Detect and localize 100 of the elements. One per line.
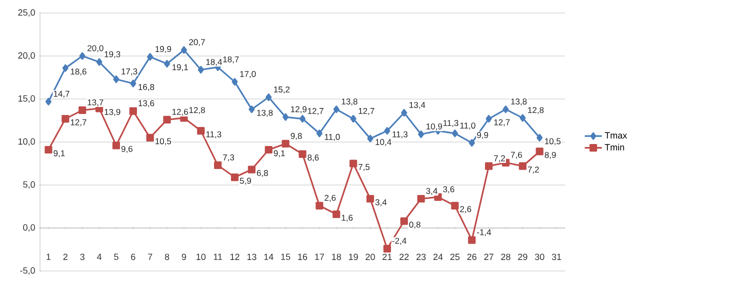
data-label: 13,8	[342, 98, 358, 106]
y-tick-label: -5,0	[20, 267, 35, 275]
data-label: 11,3	[206, 131, 222, 138]
point	[264, 146, 272, 154]
x-tick-label: 20	[366, 254, 375, 260]
point	[468, 139, 475, 147]
data-label: 7,5	[358, 164, 370, 171]
data-label: 17,3	[122, 68, 138, 76]
point	[468, 236, 476, 244]
data-label: 10,5	[545, 138, 561, 146]
point	[198, 66, 204, 74]
data-label: 12,6	[172, 108, 188, 116]
point	[45, 98, 52, 106]
data-label: 19,3	[104, 51, 120, 58]
data-label: 12,9	[291, 106, 307, 114]
point	[536, 148, 544, 156]
point	[401, 108, 408, 117]
data-label: 10,4	[376, 139, 392, 146]
x-tick-label: 12	[230, 254, 240, 260]
data-label: 0,8	[409, 222, 420, 229]
point	[350, 160, 358, 168]
x-tick-label: 22	[400, 254, 409, 260]
point	[502, 106, 509, 114]
data-label: 9,6	[121, 146, 132, 153]
point	[486, 114, 492, 123]
data-label: 1,6	[342, 214, 353, 222]
data-label: 9,1	[274, 150, 285, 158]
data-label: 15,2	[274, 86, 290, 94]
data-label: 2,6	[324, 194, 336, 202]
point	[130, 80, 136, 88]
y-tick-label: 0,0	[23, 224, 35, 232]
data-label: 13,9	[104, 108, 120, 116]
data-label: -2,4	[392, 238, 406, 245]
data-label: 19,1	[172, 64, 188, 72]
data-label: 13,7	[88, 99, 104, 106]
legend-label: Tmax	[604, 132, 628, 139]
data-label: 2,6	[460, 206, 472, 214]
point	[536, 134, 543, 142]
x-tick-label: 27	[484, 254, 494, 260]
point	[332, 210, 340, 218]
point	[518, 162, 526, 170]
data-label: 13,8	[511, 98, 527, 106]
data-label: 18,6	[70, 68, 86, 76]
point	[79, 52, 86, 60]
x-tick-label: 3	[80, 254, 84, 260]
x-tick-label: 4	[96, 254, 102, 260]
data-label: 20,0	[88, 45, 104, 52]
data-label: 7,2	[494, 155, 505, 162]
point	[520, 114, 526, 122]
data-label: 18,7	[223, 56, 239, 64]
y-tick-label: 20,0	[18, 52, 35, 60]
data-label: 8,6	[308, 154, 319, 162]
data-label: 11,3	[443, 120, 458, 128]
point	[214, 161, 222, 170]
x-tick-label: 21	[382, 254, 392, 260]
data-label: 12,8	[528, 107, 544, 114]
x-tick-label: 15	[281, 254, 290, 260]
data-label: -1,4	[477, 229, 492, 236]
x-tick-label: 6	[131, 254, 136, 260]
x-tick-label: 24	[433, 254, 443, 260]
x-tick-label: 31	[552, 254, 562, 260]
point	[78, 106, 86, 114]
point	[112, 142, 120, 150]
legend-label: Tmin	[604, 144, 624, 150]
point	[417, 194, 425, 203]
x-tick-label: 10	[196, 254, 206, 260]
y-tick-label: 5,0	[23, 181, 35, 189]
data-label: 11,0	[460, 122, 476, 130]
data-label: 12,7	[358, 108, 374, 115]
y-tick-label: 15,0	[18, 95, 35, 103]
point	[366, 194, 374, 203]
point	[418, 130, 424, 138]
data-label: 9,1	[54, 150, 65, 158]
data-label: 12,7	[494, 119, 510, 126]
x-tick-label: 16	[298, 254, 308, 260]
x-tick-label: 23	[416, 254, 426, 260]
point	[44, 146, 52, 154]
point	[384, 127, 390, 135]
x-tick-label: 9	[182, 254, 186, 260]
x-tick-label: 25	[450, 254, 460, 260]
data-label: 7,3	[223, 154, 234, 162]
data-label: 10,9	[426, 123, 442, 130]
data-label: 8,9	[544, 152, 556, 159]
point	[197, 127, 205, 135]
x-tick-label: 29	[518, 254, 528, 260]
point	[282, 113, 289, 121]
data-label: 12,7	[308, 108, 324, 115]
x-tick-label: 30	[534, 254, 544, 260]
data-label: 17,0	[240, 70, 256, 78]
point	[316, 130, 322, 138]
x-tick-label: 19	[348, 254, 358, 260]
data-label: 13,6	[138, 100, 154, 108]
data-label: 13,4	[410, 102, 426, 109]
data-label: 3,4	[426, 188, 438, 195]
data-label: 6,8	[256, 170, 268, 178]
point	[400, 217, 408, 225]
point	[180, 46, 188, 54]
x-tick-label: 2	[63, 254, 68, 260]
point	[452, 130, 458, 138]
data-label: 7,2	[528, 166, 539, 174]
